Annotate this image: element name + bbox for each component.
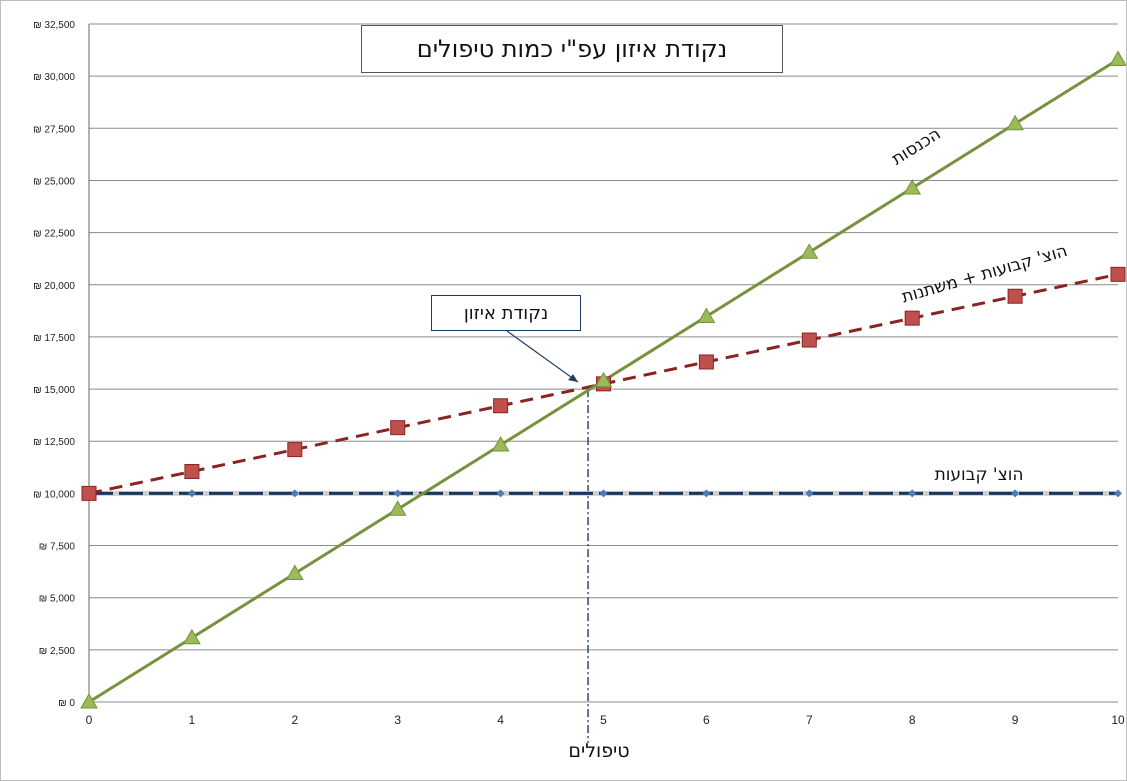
total-expenses-marker xyxy=(184,463,200,479)
y-tick-label: ₪ 12,500 xyxy=(33,437,75,448)
revenue-marker xyxy=(594,371,613,388)
y-tick-label: ₪ 5,000 xyxy=(39,594,76,605)
total-expenses-marker xyxy=(801,332,817,348)
total-expenses-marker xyxy=(1110,266,1126,282)
total-expenses-marker xyxy=(390,420,406,436)
grid-layer xyxy=(89,23,1118,703)
revenue-marker xyxy=(285,564,304,580)
x-axis-title: טיפולים xyxy=(568,740,629,762)
fixed-expenses-marker xyxy=(805,489,814,498)
y-tick-label: ₪ 17,500 xyxy=(33,333,75,344)
series-label-revenue: הכנסות xyxy=(888,124,944,169)
series-label-total-expenses: הוצ' קבועות + משתנות xyxy=(900,241,1070,307)
fixed-expenses-marker xyxy=(393,489,402,498)
fixed-expenses-marker xyxy=(1114,489,1122,498)
break-even-callout: נקודת איזון xyxy=(431,295,581,331)
y-tick-label: ₪ 25,000 xyxy=(33,176,75,187)
axis-layer: ₪ 0 ₪ 2,500 ₪ 5,000 ₪ 7,500 ₪ 10,000 ₪ 12,500… xyxy=(33,20,1125,727)
x-tick-label: 7 xyxy=(806,713,813,727)
revenue-marker xyxy=(80,692,98,709)
x-tick-label: 1 xyxy=(189,713,196,727)
x-tick-label: 3 xyxy=(394,713,401,727)
y-tick-label: ₪ 2,500 xyxy=(39,646,76,657)
y-tick-label: ₪ 10,000 xyxy=(33,489,75,500)
x-tick-label: 8 xyxy=(909,713,916,727)
fixed-expenses-marker xyxy=(908,489,917,498)
total-expenses-marker xyxy=(1007,288,1023,304)
total-expenses-marker xyxy=(698,354,714,370)
total-expenses-marker xyxy=(81,485,97,501)
total-expenses-marker xyxy=(493,398,509,414)
y-tick-label: ₪ 0 xyxy=(58,698,75,709)
x-tick-label: 0 xyxy=(86,713,93,727)
revenue-marker xyxy=(1109,50,1126,66)
revenue-marker xyxy=(183,628,201,645)
series-layer xyxy=(80,50,1126,709)
y-tick-label: ₪ 32,500 xyxy=(33,20,75,31)
fixed-expenses-marker xyxy=(1011,489,1020,498)
revenue-marker xyxy=(800,243,819,259)
label-layer: הכנסות הוצ' קבועות + משתנות הוצ' קבועות … xyxy=(568,124,1069,762)
y-tick-label: ₪ 27,500 xyxy=(33,124,75,135)
fixed-expenses-marker xyxy=(599,489,608,498)
y-tick-label: ₪ 7,500 xyxy=(39,542,76,553)
y-tick-label: ₪ 30,000 xyxy=(33,72,75,83)
break-even-layer xyxy=(506,330,589,743)
revenue-marker xyxy=(697,307,716,323)
break-even-arrow xyxy=(506,330,579,383)
total-expenses-marker xyxy=(287,442,303,458)
x-tick-label: 4 xyxy=(497,713,504,727)
x-tick-label: 5 xyxy=(600,713,607,727)
chart-title: נקודת איזון עפ"י כמות טיפולים xyxy=(361,25,783,73)
x-tick-label: 2 xyxy=(291,713,298,727)
x-tick-label: 6 xyxy=(703,713,710,727)
total-expenses-marker xyxy=(904,310,920,326)
y-tick-label: ₪ 22,500 xyxy=(33,229,75,240)
x-tick-label: 10 xyxy=(1111,713,1125,727)
revenue-marker xyxy=(903,178,922,195)
series-label-fixed-expenses: הוצ' קבועות xyxy=(935,465,1024,485)
revenue-marker xyxy=(491,435,510,452)
revenue-marker xyxy=(1006,114,1024,131)
y-tick-label: ₪ 20,000 xyxy=(33,281,75,292)
fixed-expenses-marker xyxy=(290,489,299,498)
x-tick-label: 9 xyxy=(1012,713,1019,727)
break-even-arrowhead xyxy=(568,374,579,383)
fixed-expenses-marker xyxy=(702,489,711,498)
y-tick-label: ₪ 15,000 xyxy=(33,385,75,396)
fixed-expenses-marker xyxy=(187,489,196,498)
revenue-marker xyxy=(388,500,407,516)
fixed-expenses-marker xyxy=(496,489,505,498)
